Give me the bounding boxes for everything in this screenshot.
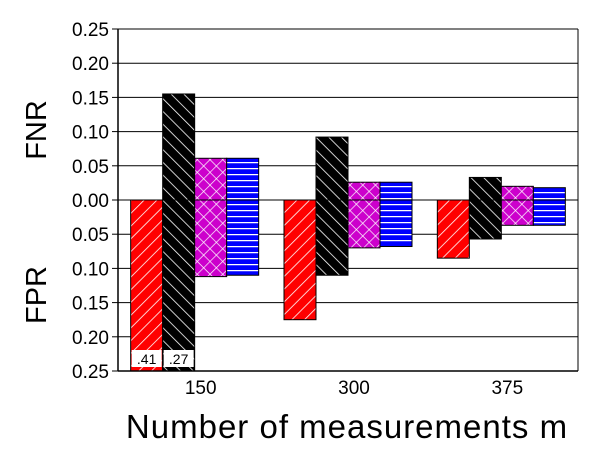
y-axis-label-fpr: FPR <box>21 266 53 324</box>
y-tick-label: 0.00 <box>72 191 109 212</box>
x-tick-label: 150 <box>185 378 217 399</box>
clipped-value-label: .41 <box>137 351 157 367</box>
bar-fnr-150-s3 <box>226 157 260 201</box>
bar-fpr-375-s3 <box>532 199 566 226</box>
x-tick-label: 375 <box>491 378 523 399</box>
y-tick-label: 0.25 <box>72 20 109 41</box>
y-tick-labels: 0.25 0.20 0.15 0.10 0.05 0.00 0.05 0.10 0.15 0.20… <box>72 20 118 383</box>
x-tick-label: 300 <box>338 378 370 399</box>
bar-fpr-375-s2 <box>500 199 534 226</box>
bar-fnr-375-s3 <box>532 187 566 201</box>
bar-fnr-375-s1 <box>468 176 502 201</box>
y-tick-label: 0.20 <box>72 328 109 349</box>
y-tick-label: 0.10 <box>72 259 109 280</box>
x-axis-label: Number of measurements m <box>126 408 568 445</box>
bar-fpr-300-s2 <box>347 199 381 249</box>
bar-fpr-375-s1 <box>468 199 502 240</box>
bar-fnr-150-s1 <box>162 93 196 201</box>
bar-fpr-150-s1 <box>162 199 196 372</box>
bars <box>130 93 566 372</box>
bar-fnr-300-s2 <box>347 181 381 201</box>
y-tick-label: 0.15 <box>72 294 109 315</box>
bar-fnr-300-s3 <box>379 181 413 201</box>
bar-fnr-150-s2 <box>194 157 228 201</box>
y-tick-label: 0.20 <box>72 54 109 75</box>
clipped-value-labels: .41 .27 <box>131 350 194 367</box>
y-tick-label: 0.05 <box>72 157 109 178</box>
bar-fpr-300-s3 <box>379 199 413 248</box>
y-tick-label: 0.10 <box>72 123 109 144</box>
bar-fpr-150-s3 <box>226 199 260 276</box>
bar-fpr-300-s0 <box>283 199 317 321</box>
bar-fpr-150-s2 <box>194 199 228 278</box>
bar-fnr-375-s2 <box>500 185 534 201</box>
bar-fnr-300-s1 <box>315 136 349 201</box>
bar-fpr-150-s0 <box>130 199 164 372</box>
clipped-label-box <box>163 350 194 367</box>
y-tick-label: 0.25 <box>72 362 109 383</box>
y-tick-label: 0.15 <box>72 88 109 109</box>
bar-fpr-300-s1 <box>315 199 349 276</box>
y-axis-label-fnr: FNR <box>21 100 53 160</box>
y-tick-label: 0.05 <box>72 225 109 246</box>
clipped-value-label: .27 <box>169 351 189 367</box>
bar-fpr-375-s0 <box>436 199 470 259</box>
x-tick-labels: 150 300 375 <box>185 378 523 399</box>
clipped-label-box <box>131 350 162 367</box>
